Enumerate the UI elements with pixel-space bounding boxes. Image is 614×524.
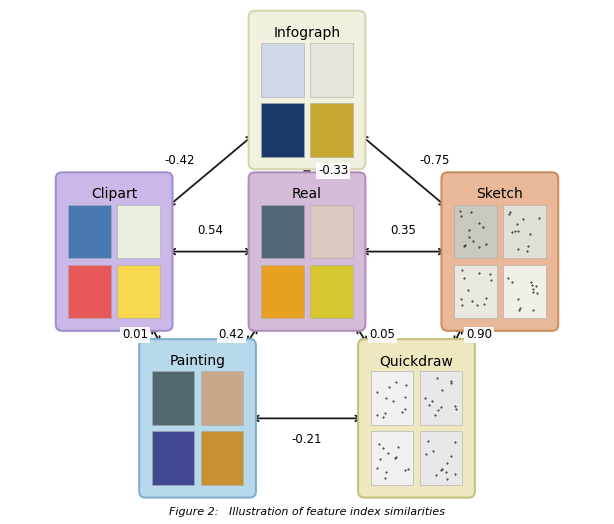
Text: -0.75: -0.75 xyxy=(419,154,450,167)
Bar xyxy=(117,265,160,318)
Bar xyxy=(454,265,497,318)
FancyBboxPatch shape xyxy=(358,339,475,498)
Bar xyxy=(503,205,546,258)
Bar xyxy=(310,205,353,258)
Text: 0.90: 0.90 xyxy=(466,329,492,342)
Bar xyxy=(310,103,353,157)
Bar xyxy=(371,431,413,485)
Bar xyxy=(310,265,353,318)
Bar xyxy=(454,205,497,258)
Bar xyxy=(503,265,546,318)
Text: Sketch: Sketch xyxy=(476,188,523,201)
Text: Painting: Painting xyxy=(169,354,225,368)
Bar xyxy=(117,205,160,258)
Text: -0.21: -0.21 xyxy=(292,433,322,446)
Bar xyxy=(419,372,462,425)
Bar xyxy=(201,372,243,425)
FancyBboxPatch shape xyxy=(56,172,173,331)
Text: 0.05: 0.05 xyxy=(370,329,395,342)
Bar xyxy=(371,372,413,425)
Text: Quickdraw: Quickdraw xyxy=(379,354,453,368)
Text: -0.33: -0.33 xyxy=(318,165,348,177)
Text: 0.54: 0.54 xyxy=(198,224,223,237)
FancyBboxPatch shape xyxy=(249,11,365,169)
Text: Clipart: Clipart xyxy=(91,188,138,201)
Bar xyxy=(261,103,304,157)
Bar xyxy=(261,205,304,258)
Bar xyxy=(310,43,353,97)
Bar xyxy=(68,265,111,318)
Bar xyxy=(419,431,462,485)
Bar xyxy=(261,43,304,97)
Bar xyxy=(152,431,195,485)
Text: 0.42: 0.42 xyxy=(219,329,244,342)
Text: Figure 2:   Illustration of feature index similarities: Figure 2: Illustration of feature index … xyxy=(169,507,445,517)
Bar xyxy=(152,372,195,425)
Bar xyxy=(201,431,243,485)
Text: 0.35: 0.35 xyxy=(391,224,416,237)
Bar xyxy=(261,265,304,318)
FancyBboxPatch shape xyxy=(139,339,256,498)
FancyBboxPatch shape xyxy=(249,172,365,331)
Text: Real: Real xyxy=(292,188,322,201)
Bar xyxy=(68,205,111,258)
FancyBboxPatch shape xyxy=(441,172,558,331)
Text: Infograph: Infograph xyxy=(273,26,341,40)
Text: 0.01: 0.01 xyxy=(122,329,148,342)
Text: -0.42: -0.42 xyxy=(164,154,195,167)
